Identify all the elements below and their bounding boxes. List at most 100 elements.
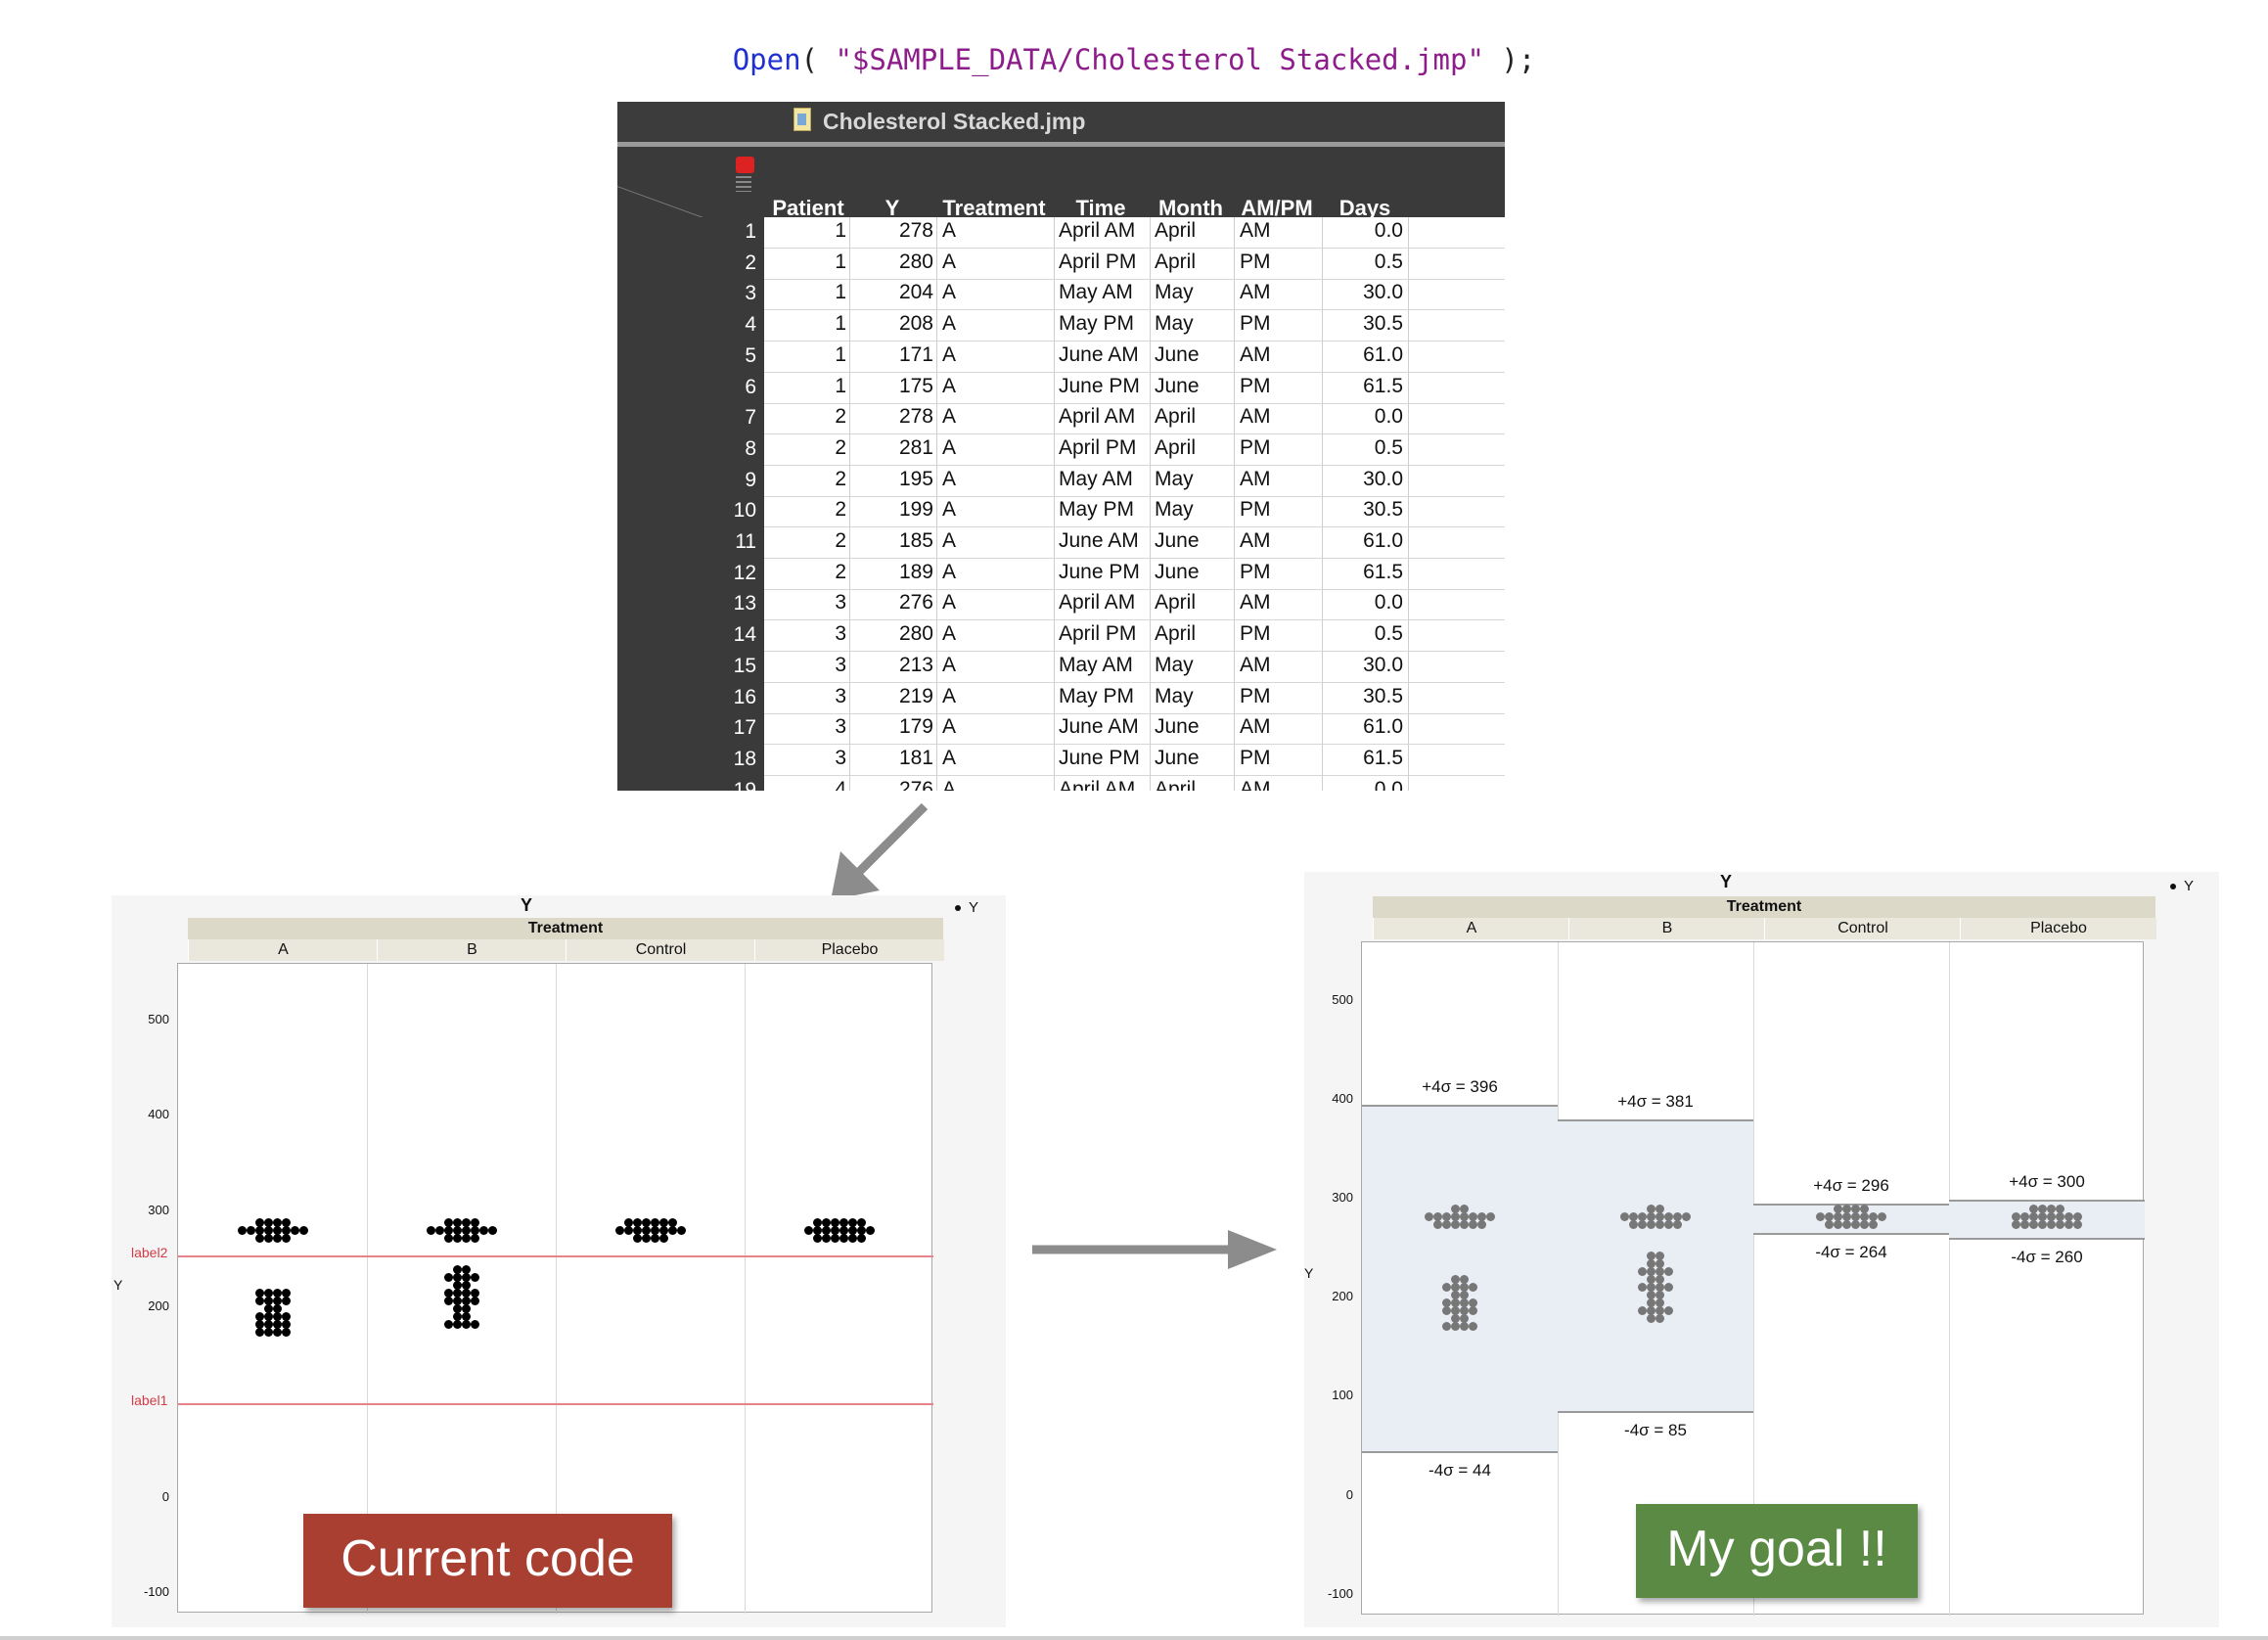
cell-time[interactable]: June PM <box>1059 374 1140 397</box>
row-number[interactable]: 19 <box>733 778 756 791</box>
cell-treatment[interactable]: A <box>942 777 957 791</box>
data-point[interactable] <box>1842 1211 1851 1221</box>
data-point[interactable] <box>281 1288 291 1298</box>
data-point[interactable] <box>1460 1282 1469 1292</box>
table-row[interactable]: 3 213 A May AM May AM 30.0 <box>764 652 1505 683</box>
data-point[interactable] <box>623 1225 633 1235</box>
cell-ampm[interactable]: AM <box>1240 467 1271 490</box>
table-row[interactable]: 1 171 A June AM June AM 61.0 <box>764 342 1505 373</box>
data-point[interactable] <box>1442 1282 1451 1292</box>
data-point[interactable] <box>658 1225 668 1235</box>
cell-days[interactable]: 0.5 <box>1374 622 1403 646</box>
data-point[interactable] <box>839 1233 848 1243</box>
cell-time[interactable]: June PM <box>1059 560 1140 583</box>
data-point[interactable] <box>281 1233 291 1243</box>
data-point[interactable] <box>1656 1211 1664 1221</box>
data-point[interactable] <box>487 1225 497 1235</box>
cell-treatment[interactable]: A <box>942 312 957 336</box>
cell-ampm[interactable]: PM <box>1240 498 1271 522</box>
data-point[interactable] <box>452 1264 462 1274</box>
data-point[interactable] <box>470 1233 479 1243</box>
data-point[interactable] <box>1656 1313 1664 1323</box>
data-point[interactable] <box>281 1319 291 1329</box>
data-point[interactable] <box>281 1217 291 1227</box>
cell-y[interactable]: 189 <box>898 560 933 583</box>
reference-line[interactable] <box>178 1403 933 1406</box>
cell-time[interactable]: April AM <box>1059 219 1136 242</box>
cell-y[interactable]: 213 <box>898 653 933 676</box>
cell-y[interactable]: 276 <box>898 777 933 791</box>
row-state-icon[interactable] <box>736 157 754 173</box>
data-point[interactable] <box>246 1225 255 1235</box>
cell-y[interactable]: 208 <box>898 312 933 336</box>
data-point[interactable] <box>254 1319 264 1329</box>
data-point[interactable] <box>1469 1211 1477 1221</box>
data-point[interactable] <box>263 1327 273 1337</box>
row-number[interactable]: 9 <box>745 468 756 491</box>
data-point[interactable] <box>263 1311 273 1321</box>
data-point[interactable] <box>452 1233 462 1243</box>
data-point[interactable] <box>1834 1211 1842 1221</box>
data-point[interactable] <box>1460 1219 1469 1229</box>
cell-ampm[interactable]: AM <box>1240 653 1271 676</box>
data-table-window[interactable]: Cholesterol Stacked.jmp Patient Y Treatm… <box>617 102 1505 791</box>
table-titlebar[interactable]: Cholesterol Stacked.jmp <box>617 102 1505 147</box>
data-point[interactable] <box>2047 1211 2056 1221</box>
data-point[interactable] <box>1469 1298 1477 1307</box>
data-point[interactable] <box>623 1217 633 1227</box>
data-point[interactable] <box>1451 1290 1460 1299</box>
data-point[interactable] <box>1451 1305 1460 1315</box>
cell-ampm[interactable]: PM <box>1240 746 1271 769</box>
data-point[interactable] <box>2064 1219 2073 1229</box>
cell-patient[interactable]: 4 <box>835 777 846 791</box>
data-point[interactable] <box>614 1225 624 1235</box>
data-point[interactable] <box>272 1217 282 1227</box>
data-point[interactable] <box>830 1217 839 1227</box>
cell-patient[interactable]: 2 <box>835 498 846 522</box>
cell-patient[interactable]: 1 <box>835 312 846 336</box>
cell-patient[interactable]: 2 <box>835 467 846 490</box>
cell-ampm[interactable]: PM <box>1240 622 1271 646</box>
table-row[interactable]: 2 185 A June AM June AM 61.0 <box>764 527 1505 559</box>
cell-days[interactable]: 61.0 <box>1363 529 1403 552</box>
cell-patient[interactable]: 1 <box>835 281 846 304</box>
data-point[interactable] <box>263 1217 273 1227</box>
data-point[interactable] <box>865 1225 875 1235</box>
cell-days[interactable]: 30.0 <box>1363 467 1403 490</box>
legend-item[interactable]: Y <box>955 899 978 916</box>
cell-patient[interactable]: 3 <box>835 746 846 769</box>
table-row[interactable]: 2 195 A May AM May AM 30.0 <box>764 466 1505 497</box>
table-row[interactable]: 1 175 A June PM June PM 61.5 <box>764 373 1505 404</box>
data-point[interactable] <box>443 1225 453 1235</box>
data-point[interactable] <box>1842 1219 1851 1229</box>
cell-y[interactable]: 280 <box>898 250 933 273</box>
cell-treatment[interactable]: A <box>942 684 957 707</box>
cell-month[interactable]: April <box>1155 250 1197 273</box>
cell-month[interactable]: May <box>1155 467 1194 490</box>
cell-patient[interactable]: 3 <box>835 622 846 646</box>
data-point[interactable] <box>632 1225 642 1235</box>
data-point[interactable] <box>1629 1211 1638 1221</box>
legend-item[interactable]: Y <box>2170 878 2194 894</box>
data-point[interactable] <box>1451 1313 1460 1323</box>
data-point[interactable] <box>1869 1219 1878 1229</box>
cell-month[interactable]: June <box>1155 374 1200 397</box>
data-point[interactable] <box>1647 1298 1656 1307</box>
data-point[interactable] <box>461 1233 471 1243</box>
data-point[interactable] <box>1851 1211 1860 1221</box>
data-point[interactable] <box>443 1217 453 1227</box>
data-point[interactable] <box>1656 1290 1664 1299</box>
cell-days[interactable]: 0.0 <box>1374 405 1403 429</box>
data-point[interactable] <box>281 1296 291 1305</box>
row-number[interactable]: 10 <box>733 499 756 523</box>
cell-patient[interactable]: 1 <box>835 342 846 366</box>
cell-ampm[interactable]: AM <box>1240 219 1271 242</box>
cell-y[interactable]: 199 <box>898 498 933 522</box>
data-point[interactable] <box>1620 1211 1629 1221</box>
data-point[interactable] <box>676 1225 686 1235</box>
data-point[interactable] <box>1647 1290 1656 1299</box>
data-point[interactable] <box>254 1327 264 1337</box>
cell-y[interactable]: 204 <box>898 281 933 304</box>
data-point[interactable] <box>1647 1305 1656 1315</box>
cell-y[interactable]: 219 <box>898 684 933 707</box>
